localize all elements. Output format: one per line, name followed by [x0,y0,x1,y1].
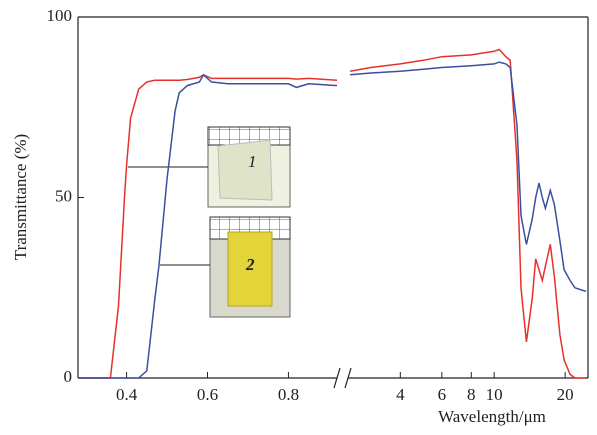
x-tick-label: 0.4 [116,385,138,404]
inset-label: 2 [245,255,255,274]
x-tick-label: 6 [438,385,447,404]
y-tick-label: 50 [55,186,72,205]
series-line [350,61,587,293]
inset-1 [128,126,291,208]
x-axis-label: Wavelength/μm [438,407,546,426]
x-tick-label: 20 [557,385,574,404]
x-tick-label: 0.6 [197,385,218,404]
inset-2 [160,216,291,318]
y-axis-label: Transmittance (%) [11,134,30,260]
y-tick-label: 100 [47,6,73,25]
x-tick-label: 8 [467,385,476,404]
series-line [78,73,338,379]
x-tick-label: 0.8 [278,385,299,404]
x-tick-label: 10 [486,385,503,404]
y-tick-label: 0 [64,367,73,386]
series-line [349,48,586,379]
series-line [78,73,338,379]
x-tick-label: 4 [396,385,405,404]
inset-label: 1 [248,152,257,171]
